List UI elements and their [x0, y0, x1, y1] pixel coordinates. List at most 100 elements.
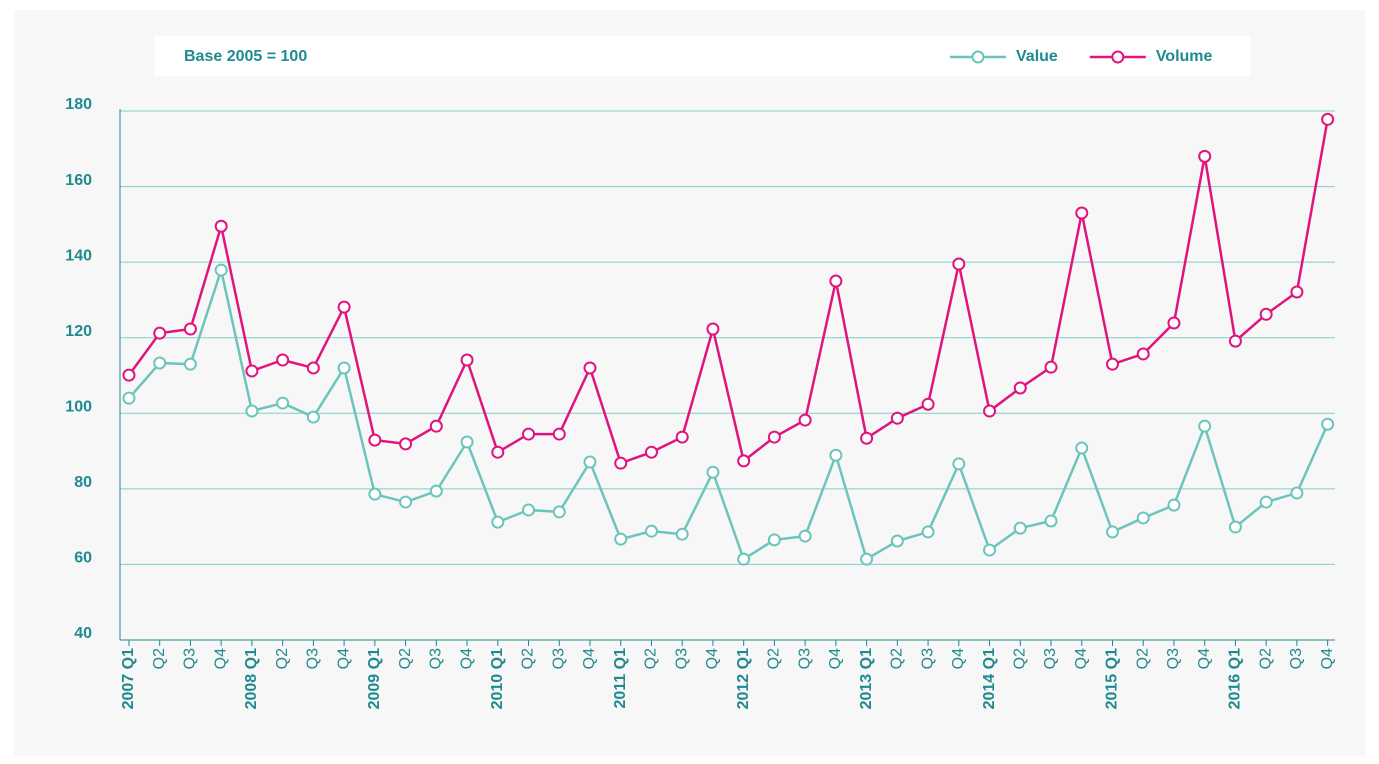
point [491, 445, 505, 459]
series-line [128, 265, 1329, 562]
point [368, 433, 382, 447]
point [1075, 206, 1089, 220]
legend-marker [1111, 50, 1125, 64]
legend-marker [971, 50, 985, 64]
point [614, 456, 628, 470]
point [1013, 521, 1027, 535]
point [183, 322, 197, 336]
x-tick-label: Q3 [550, 648, 567, 669]
x-tick-label: Q2 [1012, 648, 1029, 669]
point [368, 487, 382, 501]
point [583, 361, 597, 375]
point [1013, 381, 1027, 395]
x-tick-label: 2009 Q1 [366, 648, 383, 709]
point [798, 413, 812, 427]
point [952, 457, 966, 471]
point [1198, 419, 1212, 433]
x-tick-label: Q2 [151, 648, 168, 669]
point [706, 322, 720, 336]
x-tick-label: 2010 Q1 [489, 648, 506, 709]
point [767, 430, 781, 444]
x-tick-label: Q2 [1134, 648, 1151, 669]
x-tick-label: Q2 [766, 648, 783, 669]
point [644, 445, 658, 459]
point [767, 533, 781, 547]
x-tick-label: Q4 [335, 648, 352, 669]
y-tick-label: 120 [65, 323, 92, 340]
point [1044, 360, 1058, 374]
x-tick-label: 2011 Q1 [612, 648, 629, 709]
point [890, 534, 904, 548]
x-tick-label: Q2 [274, 648, 291, 669]
x-tick-label: Q3 [182, 648, 199, 669]
point [245, 364, 259, 378]
point [522, 427, 536, 441]
x-tick-label: 2007 Q1 [120, 648, 137, 709]
y-tick-label: 160 [65, 172, 92, 189]
legend-label: Value [1016, 48, 1058, 65]
point [829, 448, 843, 462]
point [860, 552, 874, 566]
x-tick-label: Q4 [458, 648, 475, 669]
x-tick-label: Q2 [397, 648, 414, 669]
point [675, 527, 689, 541]
point [460, 435, 474, 449]
point [276, 353, 290, 367]
point [337, 300, 351, 314]
point [737, 552, 751, 566]
point [921, 525, 935, 539]
point [183, 357, 197, 371]
point [306, 410, 320, 424]
x-tick-label: Q4 [827, 648, 844, 669]
y-tick-label: 60 [74, 550, 92, 567]
point [1259, 307, 1273, 321]
x-tick-label: Q4 [1196, 648, 1213, 669]
point [583, 455, 597, 469]
point [1228, 520, 1242, 534]
point [675, 430, 689, 444]
header-band [155, 36, 1250, 76]
point [552, 505, 566, 519]
point [1290, 285, 1304, 299]
point [1228, 334, 1242, 348]
point [1044, 514, 1058, 528]
legend-label: Volume [1156, 48, 1213, 65]
x-tick-label: 2016 Q1 [1227, 648, 1244, 709]
point [1290, 486, 1304, 500]
y-tick-label: 80 [74, 474, 92, 491]
x-tick-label: Q2 [1257, 648, 1274, 669]
point [399, 495, 413, 509]
x-tick-label: Q3 [796, 648, 813, 669]
point [952, 257, 966, 271]
background [14, 10, 1365, 756]
point [1105, 525, 1119, 539]
point [214, 219, 228, 233]
point [1259, 495, 1273, 509]
point [1321, 417, 1335, 431]
point [829, 274, 843, 288]
x-tick-label: Q3 [1042, 648, 1059, 669]
point [122, 368, 136, 382]
point [306, 361, 320, 375]
point [429, 419, 443, 433]
point [1136, 511, 1150, 525]
point [706, 465, 720, 479]
x-tick-label: Q4 [581, 648, 598, 669]
point [1075, 441, 1089, 455]
x-tick-label: Q4 [950, 648, 967, 669]
point [214, 263, 228, 277]
point [1167, 498, 1181, 512]
x-tick-label: Q4 [1073, 648, 1090, 669]
y-tick-label: 140 [65, 247, 92, 264]
point [644, 524, 658, 538]
point [860, 431, 874, 445]
point [460, 353, 474, 367]
point [429, 484, 443, 498]
x-tick-label: Q3 [428, 648, 445, 669]
x-tick-label: Q4 [704, 648, 721, 669]
x-tick-label: 2012 Q1 [735, 648, 752, 709]
x-tick-label: Q3 [1288, 648, 1305, 669]
subtitle: Base 2005 = 100 [184, 48, 307, 65]
x-tick-label: 2015 Q1 [1104, 648, 1121, 709]
